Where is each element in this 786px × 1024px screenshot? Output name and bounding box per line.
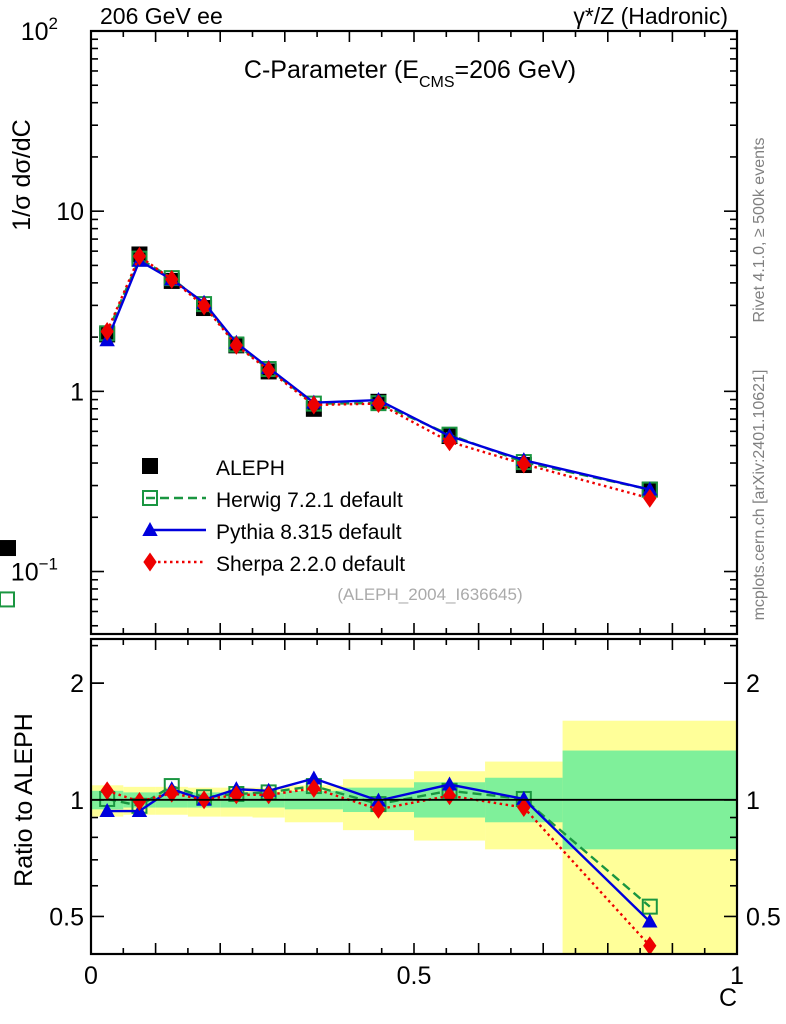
marker-diamond <box>307 395 321 415</box>
marker-triangle <box>99 803 115 818</box>
legend-label: Pythia 8.315 default <box>216 521 402 544</box>
x-tick-label: 0.5 <box>397 962 432 990</box>
y-tick-label: 10−1 <box>11 555 58 587</box>
y-tick-label: 1 <box>70 378 84 406</box>
ratio-y-tick-label: 1 <box>70 787 84 815</box>
mcplots-source-label: mcplots.cern.ch [arXiv:2401.10621] <box>751 370 768 621</box>
marker-square-open <box>0 591 15 608</box>
legend-item-pythia[interactable]: Pythia 8.315 default <box>142 521 402 544</box>
marker-triangle <box>142 521 158 536</box>
marker-diamond <box>100 781 114 801</box>
marker-diamond <box>100 321 114 341</box>
ratio-y-tick-label: 2 <box>70 670 84 698</box>
marker-diamond <box>262 360 276 380</box>
marker-triangle <box>516 790 532 805</box>
marker-diamond <box>229 335 243 355</box>
series-line <box>106 259 651 491</box>
main-y-axis-label: 1/σ dσ/dC <box>8 119 36 230</box>
legend-label: Sherpa 2.2.0 default <box>216 553 405 576</box>
ratio-uncertainty-bands <box>91 720 737 954</box>
ratio-y-tick-label-right: 1 <box>746 787 760 815</box>
main-panel-frame <box>89 29 739 636</box>
marker-triangle <box>441 776 458 791</box>
main-series-sherpa <box>100 246 657 508</box>
marker-triangle <box>306 770 322 785</box>
series-line <box>106 787 651 947</box>
y-tick-label: 10 <box>56 198 84 226</box>
marker-triangle <box>642 481 658 496</box>
marker-diamond <box>442 786 457 806</box>
marker-diamond <box>517 454 531 474</box>
marker-diamond <box>165 783 179 803</box>
marker-diamond <box>442 432 457 452</box>
analysis-id-watermark: (ALEPH_2004_I636645) <box>337 585 522 604</box>
series-line <box>106 254 651 500</box>
ratio-y-tick-label-right: 0.5 <box>746 903 781 931</box>
marker-diamond <box>132 792 147 811</box>
marker-square-open <box>142 490 158 506</box>
ratio-y-tick-label: 0.5 <box>49 903 84 931</box>
x-axis-label: C <box>719 984 737 1012</box>
marker-diamond <box>371 799 386 819</box>
legend-label: Herwig 7.2.1 default <box>216 489 403 512</box>
ratio-y-tick-label-right: 2 <box>746 670 760 698</box>
legend-item-aleph[interactable]: ALEPH <box>142 457 285 480</box>
marker-square-filled <box>0 540 16 557</box>
rivet-version-label: Rivet 4.1.0, ≥ 500k events <box>751 138 768 323</box>
marker-diamond <box>197 296 211 316</box>
marker-diamond <box>643 488 657 508</box>
marker-diamond <box>143 552 157 572</box>
legend-label: ALEPH <box>216 457 285 480</box>
marker-diamond <box>132 246 147 266</box>
header-beam-energy: 206 GeV ee <box>100 3 223 29</box>
y-tick-label: 102 <box>21 14 58 46</box>
marker-diamond <box>307 778 321 798</box>
marker-diamond <box>371 394 386 414</box>
marker-square-filled <box>142 458 158 474</box>
legend-item-sherpa[interactable]: Sherpa 2.2.0 default <box>143 552 405 576</box>
marker-diamond <box>643 936 657 954</box>
x-tick-label: 0 <box>84 962 98 990</box>
marker-diamond <box>165 269 179 289</box>
plot-title: C-Parameter (ECMS=206 GeV) <box>244 56 576 91</box>
ratio-y-axis-label: Ratio to ALEPH <box>10 713 38 887</box>
marker-diamond <box>517 798 531 817</box>
header-process: γ*/Z (Hadronic) <box>573 3 728 29</box>
marker-triangle <box>642 913 658 928</box>
x-tick-label: 1 <box>730 962 744 990</box>
series-line <box>106 256 651 491</box>
main-series-pythia <box>99 252 658 496</box>
legend-item-herwig[interactable]: Herwig 7.2.1 default <box>142 489 403 512</box>
